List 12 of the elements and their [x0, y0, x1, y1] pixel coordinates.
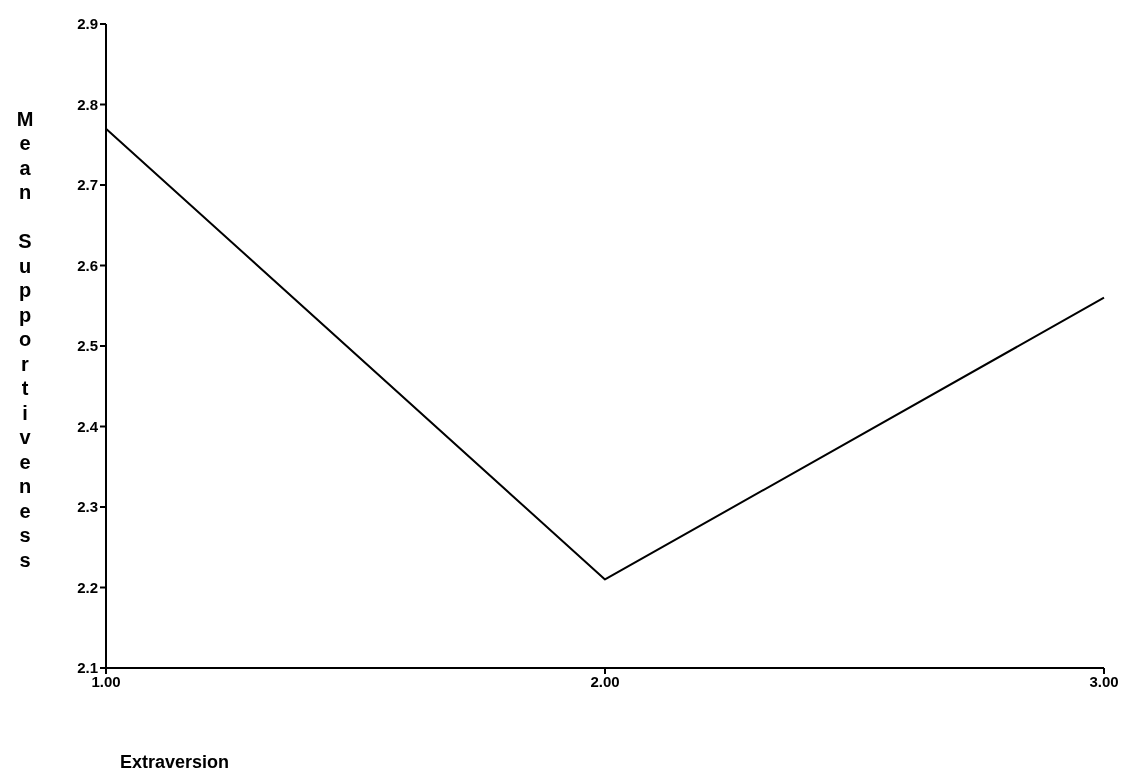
y-tick-label: 2.3: [77, 498, 98, 516]
x-tick-label: 3.00: [1089, 672, 1119, 690]
y-tick-label: 2.6: [77, 256, 98, 274]
y-tick-label: 2.7: [77, 176, 98, 194]
y-tick-label: 2.8: [77, 95, 98, 113]
text: Mean Supportiveness: [16, 107, 34, 571]
y-tick-label: 2.5: [77, 337, 98, 355]
x-axis-title: Extraversion: [120, 752, 230, 772]
y-tick-label: 2.9: [77, 15, 98, 33]
y-tick-label: 2.2: [77, 578, 98, 596]
x-tick-label: 2.00: [590, 672, 620, 690]
y-tick-label: 2.4: [77, 417, 99, 435]
